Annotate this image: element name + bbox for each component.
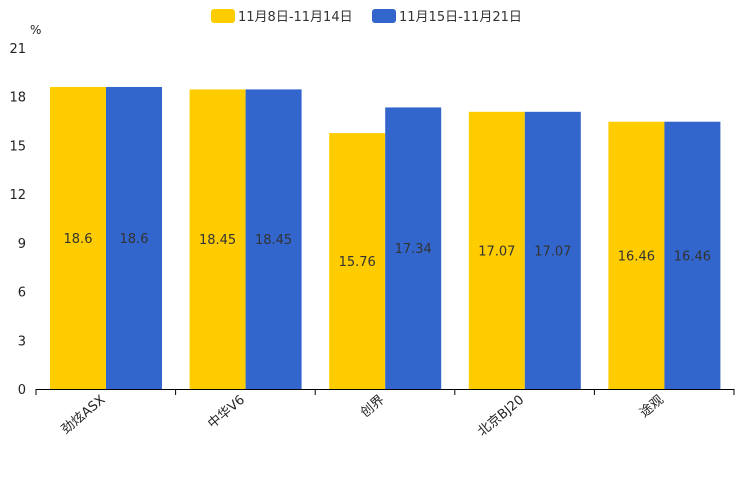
x-category-label: 创界 — [358, 393, 388, 421]
bar-2-4[interactable] — [524, 111, 581, 390]
legend-label-2[interactable]: 11月15日-11月21日 — [399, 10, 522, 25]
x-category-label: 途观 — [637, 392, 667, 421]
bar-1-2[interactable] — [189, 89, 246, 390]
bar-value-label: 17.34 — [395, 242, 432, 257]
bar-1-4[interactable] — [468, 111, 525, 390]
y-tick-label: 3 — [18, 334, 26, 349]
bar-1-3[interactable] — [329, 133, 386, 389]
y-tick-label: 18 — [9, 91, 26, 106]
bar-1-5[interactable] — [608, 121, 665, 390]
bar-value-label: 18.45 — [255, 233, 292, 248]
x-category-label: 中华V6 — [205, 393, 248, 432]
y-axis: 0 3 6 9 12 15 18 21 — [9, 42, 26, 398]
y-tick-label: 12 — [9, 188, 26, 203]
bar-value-label: 16.46 — [618, 249, 655, 264]
bars-group: 18.6 18.6 18.45 18.45 15.76 17.34 17.07 17.07 16… — [50, 86, 721, 390]
x-category-label: 北京BJ20 — [475, 393, 527, 440]
bar-value-label: 17.07 — [478, 244, 515, 259]
y-tick-label: 15 — [9, 139, 26, 154]
x-category-label: 劲炫ASX — [58, 392, 108, 438]
bar-value-label: 18.6 — [120, 232, 149, 247]
bar-value-label: 16.46 — [674, 249, 711, 264]
y-tick-label: 9 — [18, 237, 26, 252]
bar-2-2[interactable] — [245, 89, 302, 390]
legend-swatch-1[interactable] — [211, 9, 235, 23]
bar-2-1[interactable] — [106, 86, 162, 389]
y-tick-label: 21 — [9, 42, 26, 57]
bar-1-1[interactable] — [50, 86, 106, 389]
bar-value-label: 15.76 — [339, 255, 376, 270]
bar-value-label: 18.45 — [199, 233, 236, 248]
legend-swatch-2[interactable] — [372, 9, 396, 23]
x-axis: 劲炫ASX 中华V6 创界 北京BJ20 途观 — [35, 389, 735, 440]
bar-2-3[interactable] — [385, 107, 442, 389]
legend-label-1[interactable]: 11月8日-11月14日 — [238, 10, 353, 25]
y-tick-label: 6 — [18, 286, 26, 301]
y-tick-label: 0 — [18, 383, 26, 398]
bar-2-5[interactable] — [664, 121, 721, 390]
bar-value-label: 18.6 — [64, 232, 93, 247]
y-axis-unit-label: % — [30, 23, 41, 37]
bar-value-label: 17.07 — [534, 244, 571, 259]
legend: 11月8日-11月14日 11月15日-11月21日 — [211, 9, 522, 25]
